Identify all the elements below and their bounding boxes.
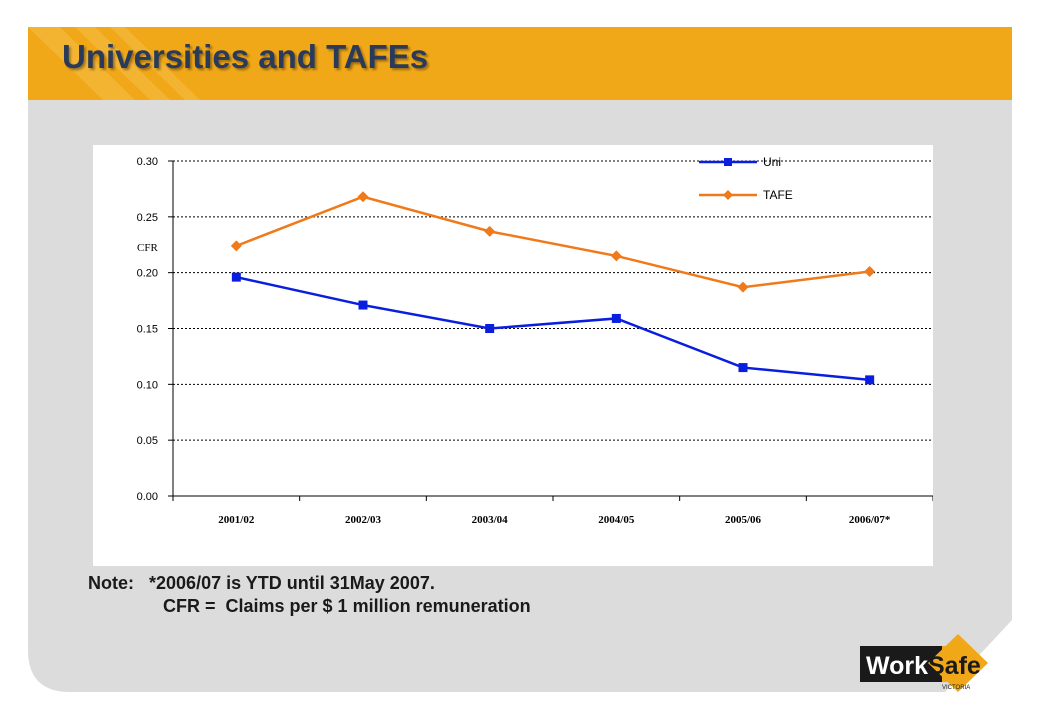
worksafe-logo: Work Safe VICTORIA: [860, 634, 988, 692]
y-tick-label: 0.30: [137, 156, 158, 168]
legend-marker-tafe: [723, 190, 733, 200]
x-tick-label: 2002/03: [345, 514, 382, 526]
axes: 0.00 0.05 0.10 0.15 0.20 0.25 0.30 2001/02 2002/…: [137, 156, 933, 526]
x-tick-label: 2003/04: [472, 514, 509, 526]
chart-panel: 0.00 0.05 0.10 0.15 0.20 0.25 0.30 2001/02 2002/…: [93, 145, 933, 566]
series: [230, 191, 876, 385]
footnote: Note: *2006/07 is YTD until 31May 2007. …: [88, 572, 531, 618]
data-point-uni: [738, 363, 748, 373]
x-tick-label: 2004/05: [598, 514, 635, 526]
legend-label-tafe: TAFE: [763, 188, 793, 202]
note-prefix: Note:: [88, 573, 134, 593]
y-tick-label: 0.10: [137, 379, 158, 391]
data-point-uni: [865, 375, 875, 385]
data-point-tafe: [737, 281, 749, 293]
gridlines: [173, 160, 933, 441]
x-tick-label: 2006/07*: [849, 514, 891, 526]
series-line-tafe: [235, 195, 870, 289]
data-point-tafe: [610, 250, 622, 262]
header-stripes: [28, 27, 200, 100]
data-point-uni: [231, 272, 241, 282]
y-tick-label: 0.00: [137, 491, 158, 503]
slide-title: Universities and TAFEs: [62, 38, 429, 75]
data-point-tafe: [357, 191, 369, 203]
y-tick-label: 0.25: [137, 212, 158, 224]
data-point-tafe: [484, 225, 496, 237]
legend: Uni TAFE: [699, 155, 793, 202]
note-line-1: *2006/07 is YTD until 31May 2007.: [149, 573, 435, 593]
data-point-tafe: [230, 240, 242, 252]
svg-text:VICTORIA: VICTORIA: [942, 685, 970, 691]
note-line-2: CFR = Claims per $ 1 million remuneratio…: [163, 596, 531, 616]
y-axis-title: CFR: [137, 242, 158, 254]
x-tick-label: 2005/06: [725, 514, 762, 526]
svg-text:Safe: Safe: [928, 652, 981, 680]
cfr-line-chart: 0.00 0.05 0.10 0.15 0.20 0.25 0.30 2001/02 2002/…: [137, 155, 933, 526]
legend-label-uni: Uni: [763, 155, 781, 169]
x-tick-label: 2001/02: [218, 514, 255, 526]
header-bar: [28, 27, 1012, 100]
y-tick-label: 0.15: [137, 324, 158, 336]
data-point-uni: [358, 300, 368, 310]
legend-marker-uni: [724, 158, 732, 166]
data-point-tafe: [864, 266, 876, 278]
y-tick-label: 0.05: [137, 435, 158, 447]
svg-text:Work: Work: [866, 652, 928, 680]
y-tick-label: 0.20: [137, 268, 158, 280]
data-point-uni: [485, 324, 495, 333]
data-point-uni: [611, 313, 621, 323]
series-line-uni: [236, 275, 870, 382]
